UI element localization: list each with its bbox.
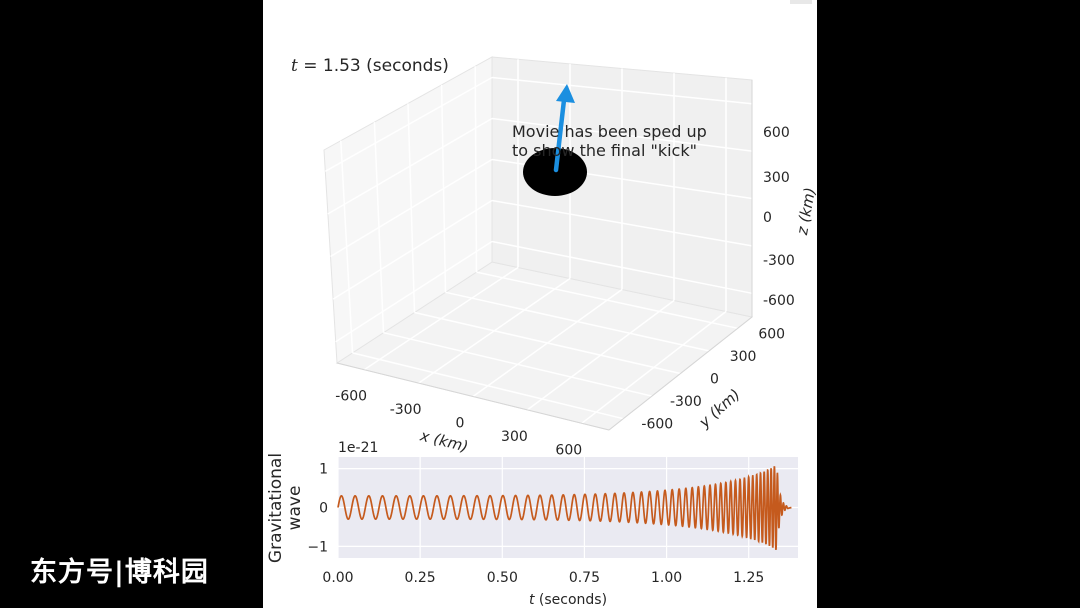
wave-x-tick-label: 0.00 xyxy=(322,570,353,586)
wave-x-tick-label: 0.75 xyxy=(569,570,600,586)
wave-y-tick-label: 1 xyxy=(319,462,328,478)
y-axis-label: y (km) xyxy=(695,385,744,432)
kick-arrow-head xyxy=(556,84,575,103)
annotation-line-1: Movie has been sped up xyxy=(512,122,707,141)
z-axis-label: z (km) xyxy=(793,186,817,237)
left-wall-gridline xyxy=(440,84,447,293)
y-tick-label: -600 xyxy=(641,417,673,433)
y-tick-label: -300 xyxy=(670,394,702,410)
floor-gridline xyxy=(476,271,738,330)
left-wall-gridline xyxy=(330,158,493,258)
wave-x-tick-label: 0.50 xyxy=(487,570,518,586)
floor-gridline xyxy=(526,299,675,411)
annotation-text: Movie has been sped up to show the final… xyxy=(512,122,707,160)
wave-y-tick-label: −1 xyxy=(307,539,328,555)
left-wall-gridline xyxy=(335,240,493,343)
y-axis-line xyxy=(608,316,753,431)
y-tick-label: 0 xyxy=(710,372,719,388)
x-axis-line xyxy=(336,362,610,431)
kick-arrow-shaft xyxy=(553,97,567,173)
wave-x-tick-label: 1.00 xyxy=(651,570,682,586)
corner-strip xyxy=(790,0,812,4)
wave-x-axis-label: t (seconds) xyxy=(529,592,607,608)
wave-offset-text: 1e-21 xyxy=(338,440,378,456)
z-tick-label: -300 xyxy=(763,253,795,269)
wave-y-axis-label: Gravitationalwave xyxy=(266,453,305,563)
x-tick-label: -600 xyxy=(335,389,367,405)
back-wall-gridline xyxy=(491,240,753,295)
x-tick-label: 300 xyxy=(501,429,528,445)
z-tick-label: 0 xyxy=(763,210,772,226)
wave-x-tick-label: 0.25 xyxy=(405,570,436,586)
gravitational-wave-plot: 0.00 0.25 0.50 0.75 1.00 1.25 1 0 −1 1e-21 t (seco… xyxy=(266,440,798,608)
z-tick-label: 600 xyxy=(763,125,790,141)
time-symbol: t xyxy=(291,56,298,76)
y-tick-label: 300 xyxy=(730,349,757,365)
time-value: = 1.53 (seconds) xyxy=(297,56,449,76)
floor-gridline xyxy=(581,310,727,424)
watermark-text: 东方号|博科园 xyxy=(30,557,209,588)
x-tick-label: 0 xyxy=(456,416,465,432)
y-tick-label: 600 xyxy=(758,326,785,342)
z-tick-label: -600 xyxy=(763,293,795,309)
floor-gridline xyxy=(414,311,681,375)
x-tick-label: 600 xyxy=(555,442,582,458)
plot-canvas: -600 -300 0 300 600 x (km) -600 -300 0 300 600 y (k… xyxy=(263,0,817,608)
annotation-line-2: to show the final "kick" xyxy=(512,141,697,160)
wave-x-tick-label: 1.25 xyxy=(733,570,764,586)
z-tick-label: 300 xyxy=(763,170,790,186)
gravitational-wave-series xyxy=(337,466,792,551)
left-wall-gridline xyxy=(474,66,478,273)
time-readout: t = 1.53 (seconds) xyxy=(291,56,449,76)
x-tick-label: -300 xyxy=(390,402,422,418)
floor-gridline xyxy=(445,291,710,352)
left-wall-gridline xyxy=(332,199,493,300)
back-wall-gridline xyxy=(491,199,753,247)
wave-y-tick-label: 0 xyxy=(319,501,328,517)
